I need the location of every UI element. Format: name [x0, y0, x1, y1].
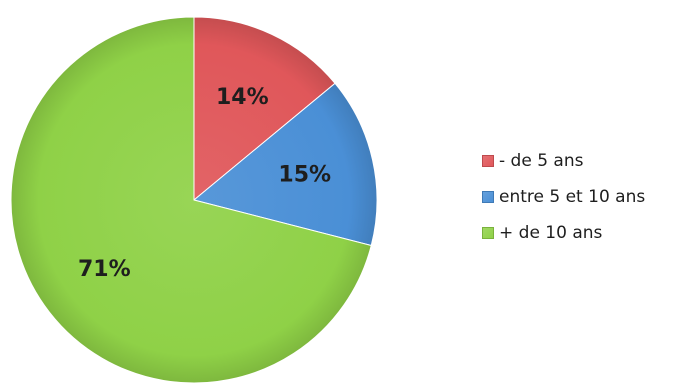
pie-value-label-de-5-ans: 14%	[216, 85, 269, 110]
legend-swatch	[482, 154, 494, 167]
pie-slice-de-5-ans	[193, 16, 336, 202]
pie-slices	[10, 16, 378, 384]
legend-item-entre-5-et-10-ans: entre 5 et 10 ans	[482, 182, 645, 211]
pie-value-label-entre-5-et-10-ans: 15%	[278, 163, 331, 188]
pie-value-labels: 14% 15% 71%	[78, 85, 331, 282]
legend-swatch	[482, 190, 494, 203]
legend-label: entre 5 et 10 ans	[499, 186, 646, 207]
legend-swatch	[482, 226, 494, 239]
pie-slice-de-10-ans	[10, 16, 372, 384]
legend-item-de-10-ans: + de 10 ans	[482, 218, 645, 247]
pie-slice-entre-5-et-10-ans	[192, 82, 378, 247]
chart-legend: - de 5 ans entre 5 et 10 ans + de 10 ans	[482, 146, 645, 254]
legend-label: - de 5 ans	[499, 150, 584, 171]
legend-item-de-5-ans: - de 5 ans	[482, 146, 645, 175]
pie-value-label-de-10-ans: 71%	[78, 257, 131, 282]
legend-label: + de 10 ans	[499, 222, 603, 243]
